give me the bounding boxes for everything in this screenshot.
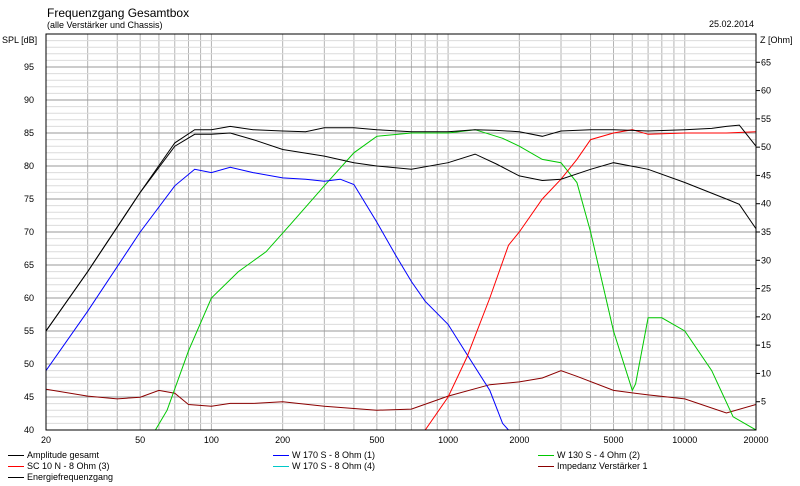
y2-tick-label: 35	[761, 227, 771, 237]
legend-swatch	[273, 466, 289, 468]
y2-tick-label: 40	[761, 199, 771, 209]
y-tick-label: 55	[24, 326, 34, 336]
y-tick-label: 65	[24, 260, 34, 270]
y2-tick-label: 30	[761, 255, 771, 265]
legend-label: W 170 S - 8 Ohm (4)	[292, 461, 376, 471]
legend-swatch	[8, 477, 24, 479]
x-tick-label: 1000	[438, 435, 458, 445]
x-tick-label: 50	[135, 435, 145, 445]
series-line-w-130-s-4-ohm-2	[46, 129, 756, 430]
legend-item: SC 10 N - 8 Ohm (3)	[8, 461, 110, 472]
x-tick-label: 20	[41, 435, 51, 445]
x-tick-label: 5000	[603, 435, 623, 445]
y2-tick-label: 50	[761, 142, 771, 152]
y2-tick-label: 65	[761, 57, 771, 67]
y2-tick-label: 55	[761, 114, 771, 124]
y-tick-label: 95	[24, 62, 34, 72]
y-tick-label: 90	[24, 95, 34, 105]
legend-swatch	[538, 466, 554, 468]
legend-label: Impedanz Verstärker 1	[557, 461, 648, 471]
chart-ticks: 20 50 100 200 500 1000 2000 5000 10000 20000 95 90 8…	[24, 57, 771, 445]
legend-label: SC 10 N - 8 Ohm (3)	[27, 461, 110, 471]
legend-swatch	[8, 466, 24, 468]
legend-swatch	[538, 455, 554, 457]
x-tick-label: 2000	[509, 435, 529, 445]
y-tick-label: 70	[24, 227, 34, 237]
y2-tick-label: 15	[761, 340, 771, 350]
y-axis-label-left: SPL [dB]	[2, 35, 38, 45]
series-line-impedanz-verst-rker-1	[46, 370, 756, 414]
x-tick-label: 20000	[743, 435, 768, 445]
y-tick-label: 50	[24, 359, 34, 369]
y2-tick-label: 5	[761, 397, 766, 407]
legend-item: Energiefrequenzgang	[8, 472, 113, 483]
legend-swatch	[273, 455, 289, 457]
chart-date: 25.02.2014	[708, 19, 754, 29]
chart-title: Frequenzgang Gesamtbox	[47, 6, 190, 20]
series-line-amplitude-gesamt	[46, 124, 756, 332]
y-tick-label: 85	[24, 128, 34, 138]
chart-subtitle: (alle Verstärker und Chassis)	[47, 20, 163, 30]
y-tick-label: 75	[24, 194, 34, 204]
legend-label: Amplitude gesamt	[27, 450, 100, 460]
x-tick-label: 500	[369, 435, 384, 445]
y-tick-label: 60	[24, 293, 34, 303]
legend-item: Amplitude gesamt	[8, 450, 99, 461]
y2-tick-label: 20	[761, 312, 771, 322]
y2-tick-label: 25	[761, 284, 771, 294]
y-axis-label-right: Z [Ohm]	[760, 35, 793, 45]
x-tick-label: 100	[204, 435, 219, 445]
x-tick-label: 200	[275, 435, 290, 445]
legend-item: W 170 S - 8 Ohm (1)	[273, 450, 375, 461]
chart-grid	[45, 34, 757, 430]
series-line-energiefrequenzgang	[46, 132, 756, 332]
chart-series	[46, 124, 756, 430]
series-line-w-170-s-8-ohm-1	[46, 166, 756, 430]
legend-label: W 170 S - 8 Ohm (1)	[292, 450, 376, 460]
y2-tick-label: 60	[761, 86, 771, 96]
legend-item: Impedanz Verstärker 1	[538, 461, 648, 472]
legend-item: W 130 S - 4 Ohm (2)	[538, 450, 640, 461]
legend-label: Energiefrequenzgang	[27, 472, 114, 482]
y2-tick-label: 45	[761, 170, 771, 180]
y-tick-label: 45	[24, 392, 34, 402]
x-tick-label: 10000	[672, 435, 697, 445]
y-tick-label: 40	[24, 425, 34, 435]
y-tick-label: 80	[24, 161, 34, 171]
legend-item: W 170 S - 8 Ohm (4)	[273, 461, 375, 472]
legend-swatch	[8, 455, 24, 457]
y2-tick-label: 10	[761, 368, 771, 378]
legend-label: W 130 S - 4 Ohm (2)	[557, 450, 641, 460]
